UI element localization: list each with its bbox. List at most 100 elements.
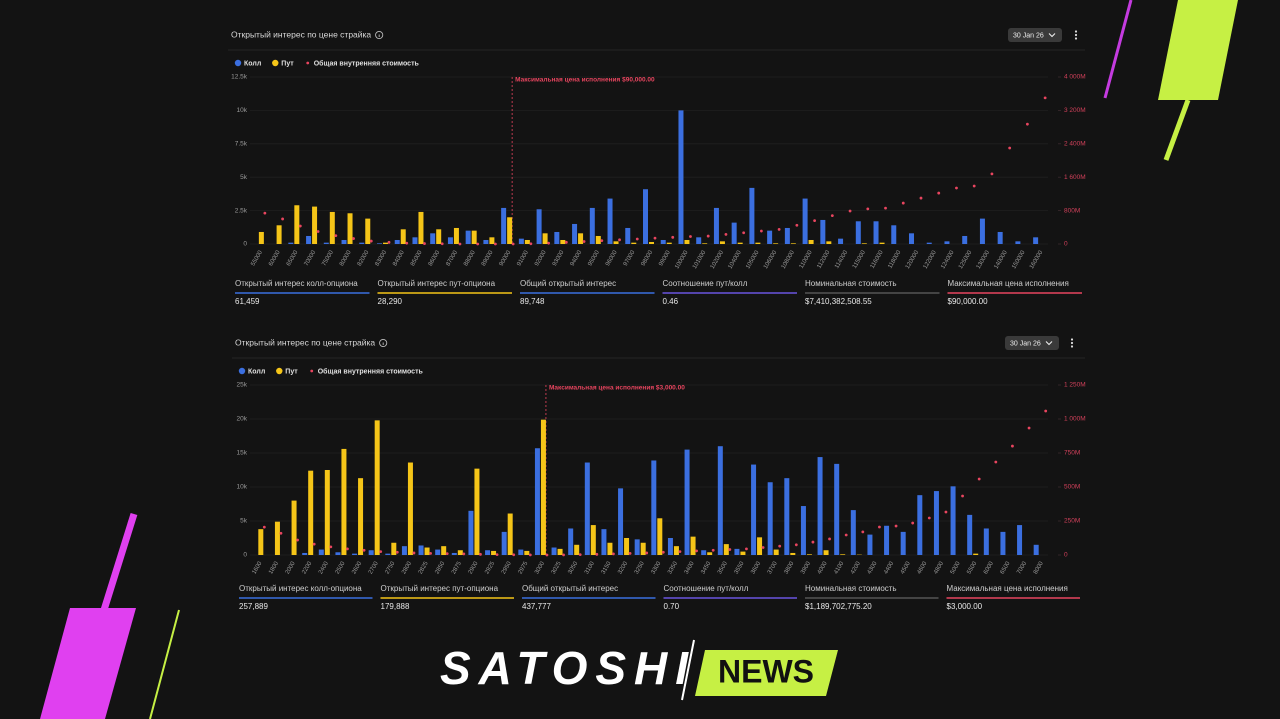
info-icon: [379, 338, 388, 348]
bar: [660, 239, 666, 244]
stat-value: 257,889: [239, 602, 268, 611]
point: [628, 551, 632, 555]
point: [742, 231, 746, 235]
stat-label: Общий открытый интерес: [522, 584, 618, 593]
bar: [377, 243, 382, 244]
bar: [436, 229, 442, 244]
menu-dot[interactable]: [1070, 338, 1074, 341]
bar: [574, 544, 580, 555]
stat-value: $3,000.00: [947, 602, 983, 611]
bar: [474, 468, 480, 555]
bar: [855, 221, 861, 244]
stat-label: Номинальная стоимость: [805, 584, 897, 593]
bar: [734, 548, 740, 555]
bar: [651, 460, 657, 555]
y-tick-label: 2.5k: [235, 207, 248, 214]
bar: [424, 547, 430, 555]
bar: [884, 525, 890, 555]
y2-tick-label: 4 000M: [1064, 74, 1086, 81]
bar: [624, 538, 630, 555]
menu-dot[interactable]: [1070, 345, 1074, 348]
dropdown-label[interactable]: 30 Jan 26: [1010, 340, 1041, 347]
bar: [751, 464, 757, 555]
point: [828, 537, 831, 541]
menu-dot[interactable]: [1070, 341, 1074, 345]
point: [795, 223, 799, 227]
bar: [702, 243, 708, 244]
bar: [1015, 241, 1021, 244]
bar: [324, 470, 330, 555]
bar: [491, 550, 497, 555]
bar: [840, 554, 846, 555]
y-tick-label: 5k: [240, 174, 248, 181]
deco-wick: [1163, 99, 1191, 161]
bar: [590, 525, 596, 555]
bar: [834, 463, 840, 555]
dropdown-box[interactable]: [1008, 28, 1062, 42]
bar: [967, 514, 973, 555]
menu-dot[interactable]: [1074, 30, 1078, 33]
bar: [879, 242, 885, 244]
point: [745, 547, 748, 551]
point: [955, 186, 958, 190]
bar: [383, 242, 388, 244]
bar: [358, 478, 364, 555]
stat-label: Соотношение пут/колл: [664, 584, 749, 593]
menu-dot[interactable]: [1074, 37, 1078, 40]
bar: [341, 448, 347, 555]
y-tick-label: 10k: [237, 484, 248, 491]
date-dropdown[interactable]: 30 Jan 26: [1005, 336, 1059, 350]
bar: [501, 531, 507, 555]
point: [937, 191, 941, 195]
logo-divider: [681, 639, 695, 701]
bar: [557, 548, 563, 555]
bar: [1000, 531, 1006, 555]
point: [440, 242, 444, 246]
point: [495, 553, 499, 556]
y2-tick-label: 1 600M: [1064, 174, 1086, 181]
bar: [258, 231, 264, 244]
point: [919, 196, 923, 200]
point: [528, 553, 532, 557]
point: [281, 217, 284, 221]
point: [362, 548, 366, 552]
bar: [773, 243, 779, 244]
date-dropdown[interactable]: 30 Jan 26: [1008, 28, 1062, 42]
bar: [453, 227, 459, 244]
bar: [767, 482, 773, 555]
bar: [540, 419, 546, 555]
y-tick-label: 15k: [237, 450, 248, 457]
y2-tick-label: 0: [1064, 552, 1068, 559]
menu-dot[interactable]: [1074, 33, 1078, 37]
dropdown-label[interactable]: 30 Jan 26: [1013, 32, 1044, 39]
point: [263, 211, 267, 215]
point: [445, 552, 449, 556]
bar: [400, 229, 406, 244]
point: [811, 540, 815, 544]
point: [458, 242, 462, 246]
legend-marker: [272, 59, 279, 67]
bar: [560, 239, 566, 244]
bar: [873, 221, 879, 244]
bar: [418, 545, 424, 555]
point: [312, 542, 316, 546]
point: [476, 242, 480, 246]
bar: [767, 230, 773, 244]
bar: [601, 529, 607, 555]
point: [711, 548, 715, 552]
bar: [551, 547, 557, 555]
bar: [607, 198, 613, 244]
legend-marker: [238, 367, 246, 375]
dropdown-box[interactable]: [1005, 336, 1059, 350]
y2-tick-label: 3 200M: [1064, 107, 1086, 114]
bar: [944, 241, 950, 244]
point: [761, 546, 765, 549]
bar: [634, 539, 640, 555]
bar: [291, 500, 297, 555]
point: [927, 516, 931, 520]
y2-tick-label: 750M: [1064, 450, 1080, 457]
point: [778, 544, 782, 548]
bar: [276, 225, 282, 244]
